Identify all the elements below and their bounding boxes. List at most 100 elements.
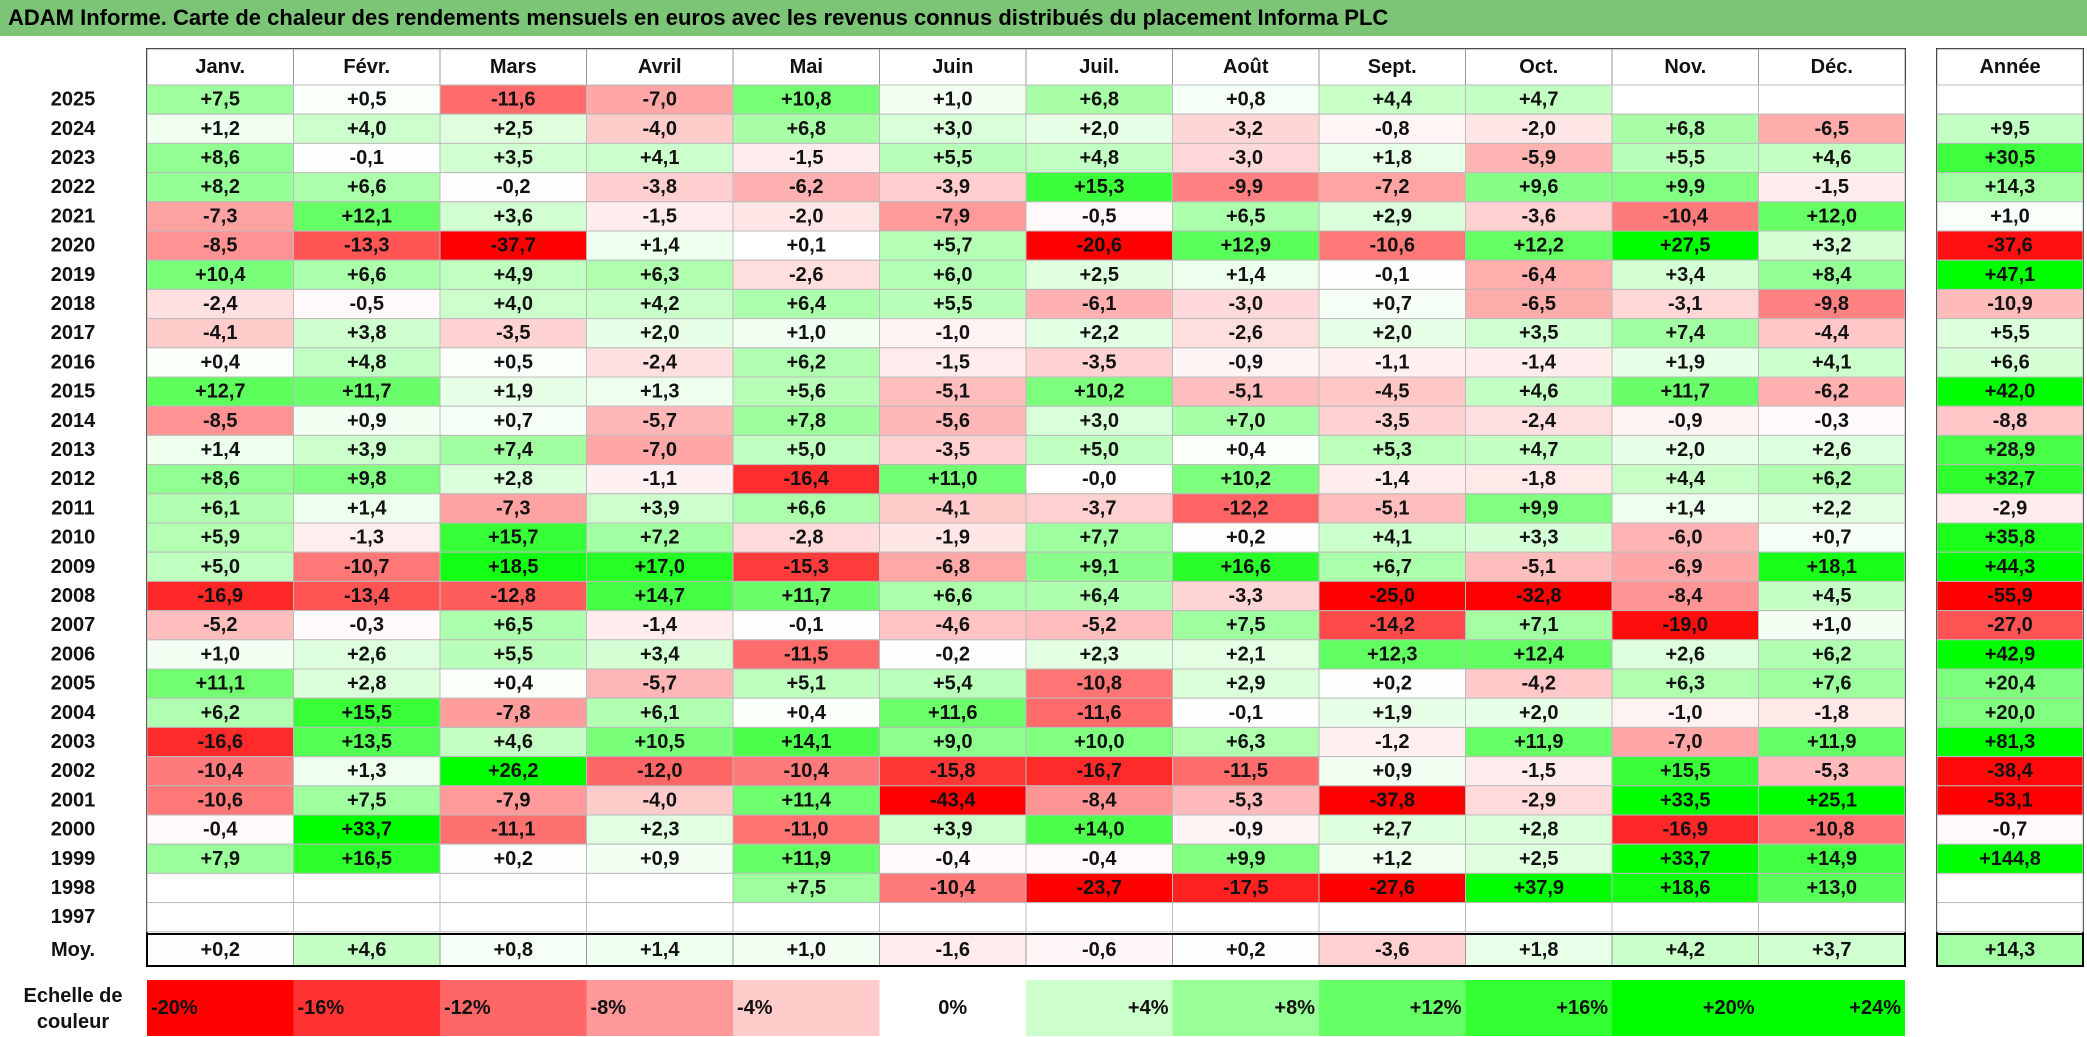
heatmap-cell [439,318,587,349]
heatmap-cell [879,639,1027,670]
heatmap-cell [146,872,294,904]
heatmap-cell [439,172,587,203]
scale-label-1: Echelle de [24,985,123,1007]
cell-value: +7,5 [787,877,826,899]
heatmap-cell [1318,201,1466,232]
cell-value: +8,4 [1812,264,1852,286]
cell-value: +6,6 [933,585,972,607]
cell-value: -1,8 [1815,702,1849,724]
cell-value: -6,8 [936,556,970,578]
heatmap-cell [1465,172,1613,203]
cell-value: -3,5 [496,322,530,344]
cell-value: +3,0 [1080,410,1119,432]
heatmap-cell [1465,668,1613,699]
heatmap-cell [1611,113,1759,144]
heatmap-cell [1465,551,1613,582]
cell-value: -10,8 [1076,673,1122,695]
cell-value: +2,2 [1080,322,1119,344]
cell-value: -10,4 [1662,205,1708,227]
heatmap-cell [586,172,734,203]
heatmap-cell [146,580,294,612]
year-label: 2021 [51,205,96,227]
annual-value: -27,0 [1987,614,2033,636]
cell-value: -7,9 [496,789,530,811]
heatmap-cell [1025,259,1173,290]
heatmap-cell [293,464,441,495]
heatmap-cell [1465,785,1613,816]
month-header: Mars [490,56,537,78]
year-label: 2002 [51,760,96,782]
heatmap-cell [1758,464,1906,495]
year-label: 2020 [51,235,96,257]
cell-value: -1,1 [643,468,677,490]
heatmap-cell [732,347,880,378]
heatmap-cell [439,756,587,787]
cell-value: +5,4 [933,673,973,695]
scale-swatch [879,980,1026,1036]
cell-value: +16,5 [341,848,392,870]
heatmap-cell [439,902,587,933]
cell-value: +9,9 [1519,497,1558,519]
cell-value: +6,6 [347,176,386,198]
month-header: Juin [932,56,973,78]
cell-value: -0,9 [1668,410,1702,432]
cell-value: +1,4 [1226,264,1266,286]
heatmap-cell [1758,493,1906,524]
heatmap-cell [1465,259,1613,290]
cell-value: -3,5 [1082,351,1116,373]
cell-value: +5,3 [1373,439,1412,461]
month-header: Mai [790,56,823,78]
cell-value: +4,6 [1812,147,1851,169]
cell-value: +3,8 [347,322,386,344]
heatmap-cell [586,142,734,174]
heatmap-cell [439,668,587,699]
cell-value: +4,1 [1812,351,1851,373]
cell-value: +0,9 [1373,760,1412,782]
cell-value: +2,1 [1226,643,1265,665]
cell-value: +9,6 [1519,176,1558,198]
heatmap-cell [586,756,734,787]
cell-value: -4,5 [1375,381,1409,403]
heatmap-cell [1758,843,1906,874]
heatmap-cell [293,201,441,232]
heatmap-cell [1758,610,1906,641]
heatmap-cell [146,288,294,320]
heatmap-cell [586,697,734,728]
heatmap-cell [586,610,734,641]
cell-value: +12,1 [341,205,392,227]
cell-value: +3,4 [640,643,680,665]
cell-value: -0,3 [350,614,384,636]
cell-value: +4,0 [494,293,533,315]
cell-value: -1,2 [1375,731,1409,753]
heatmap-cell [293,493,441,524]
cell-value: +4,1 [640,147,679,169]
year-label: 2008 [51,585,96,607]
heatmap-cell [146,142,294,174]
heatmap-cell [1611,902,1759,933]
cell-value: +0,8 [1226,89,1265,111]
annual-value: -8,8 [1993,410,2027,432]
average-value: +4,2 [1666,939,1705,961]
cell-value: +33,7 [1660,848,1711,870]
cell-value: +1,8 [1373,147,1412,169]
month-header: Sept. [1368,56,1417,78]
cell-value: -11,6 [1077,702,1121,724]
cell-value: +2,6 [1812,439,1851,461]
cell-value: +12,3 [1367,643,1418,665]
cell-value: -13,4 [344,585,390,607]
scale-swatch [1465,980,1612,1036]
heatmap-cell [1465,843,1613,874]
cell-value: +4,1 [1373,527,1412,549]
cell-value: -2,4 [203,293,238,315]
heatmap-cell [1172,376,1320,407]
heatmap-cell [1758,902,1906,933]
heatmap-cell [146,843,294,874]
month-header: Juil. [1079,56,1119,78]
cell-value: +1,3 [347,760,386,782]
heatmap-cell [732,493,880,524]
heatmap-cell [1025,405,1173,436]
cell-value: +7,5 [1226,614,1265,636]
annual-value: +20,0 [1985,702,2036,724]
annual-cell [1936,288,2084,320]
cell-value: +16,6 [1220,556,1271,578]
